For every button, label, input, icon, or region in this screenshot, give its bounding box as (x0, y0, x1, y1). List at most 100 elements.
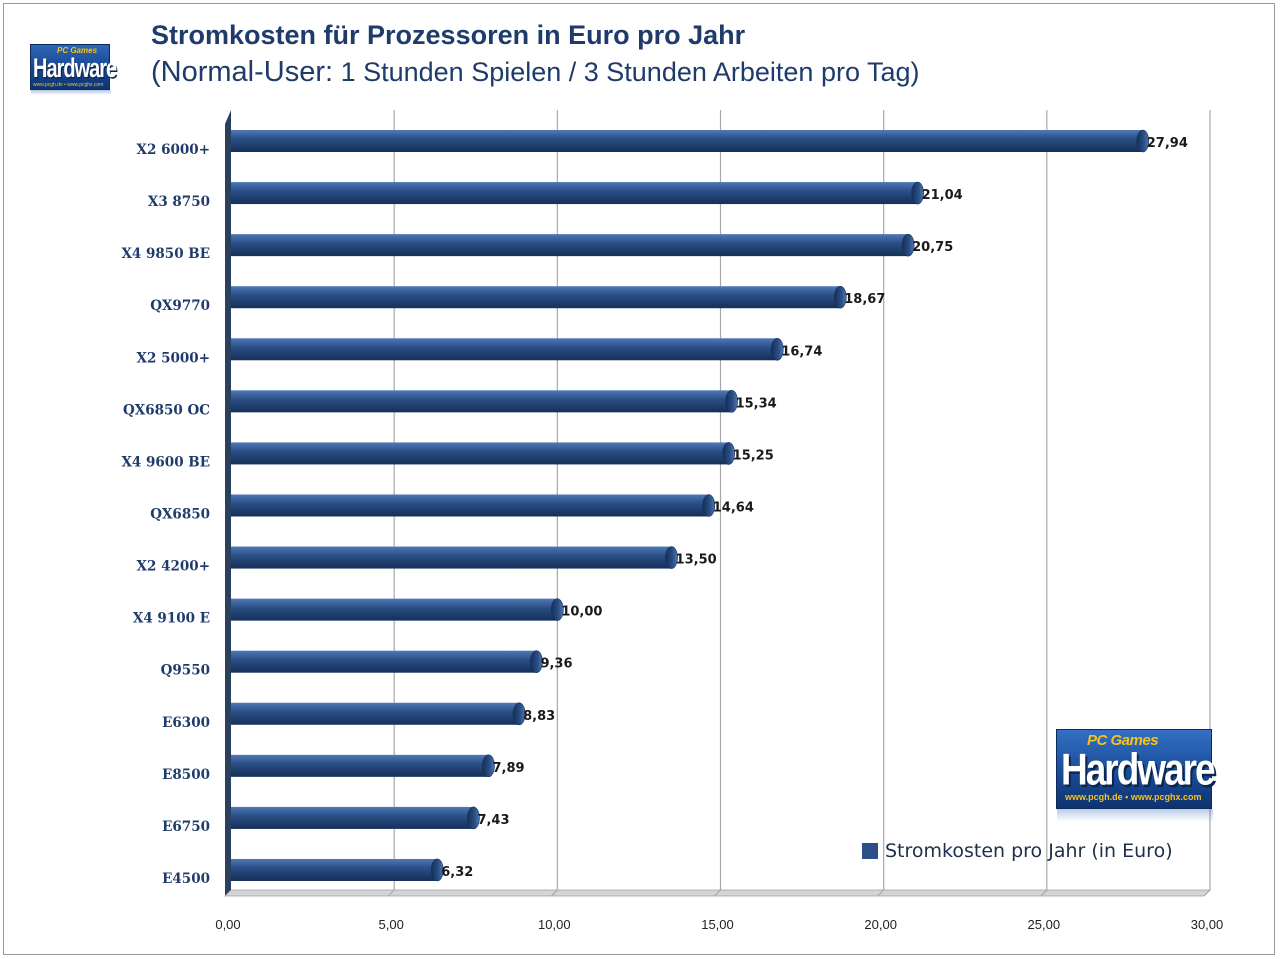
bar-group (231, 858, 444, 882)
gridline-floor (714, 889, 721, 897)
bar-group (231, 129, 1150, 153)
logo-brand-top: PC Games (57, 46, 98, 55)
bar (231, 702, 520, 725)
bar-end-cap (482, 754, 495, 778)
bar-end-cap (722, 442, 735, 465)
bar-end-cap (430, 858, 444, 882)
subtitle-user: Normal-User: (160, 56, 334, 88)
bar-value-label: 15,25 (733, 448, 774, 463)
bar-end-cap (665, 546, 678, 569)
bar-value-label: 21,04 (922, 188, 963, 203)
category-label: E6300 (162, 715, 210, 731)
bar (231, 442, 729, 465)
bar-end-cap (833, 285, 847, 309)
bar (231, 650, 537, 673)
category-label: X2 6000+ (137, 142, 210, 158)
bar (231, 754, 489, 777)
subtitle-open-paren: ( (151, 56, 161, 88)
bar-group (231, 650, 543, 674)
bar-group (231, 754, 495, 778)
bar (231, 598, 558, 621)
bar-group (231, 337, 784, 361)
pcgh-logo-large: PC Games Hardware www.pcgh.de • www.pcgh… (1056, 729, 1216, 822)
bar-value-label: 7,89 (492, 761, 524, 776)
chart-legend: Stromkosten pro Jahr (in Euro) (862, 840, 1173, 862)
category-label: X2 4200+ (137, 559, 210, 575)
bar-group (231, 181, 924, 205)
gridline-floor (877, 889, 885, 897)
bar-value-label: 13,50 (676, 553, 717, 568)
bar-group (231, 285, 847, 309)
x-tick-label: 15,00 (701, 917, 734, 932)
logo-brand-top: PC Games (1087, 732, 1159, 749)
bar (231, 858, 438, 881)
category-label: QX9770 (150, 298, 210, 314)
bar-end-cap (512, 702, 526, 726)
bar-value-label: 8,83 (523, 709, 555, 724)
category-label: X4 9850 BE (121, 246, 210, 262)
bar-value-label: 18,67 (844, 292, 885, 307)
legend-label: Stromkosten pro Jahr (in Euro) (885, 840, 1173, 862)
gridline-floor (1203, 889, 1211, 897)
bar-value-label: 15,34 (736, 396, 777, 411)
bar (231, 182, 918, 205)
bar-end-cap (725, 390, 738, 413)
category-label: X3 8750 (148, 194, 210, 210)
chart-subtitle: (Normal-User: 1 Stunden Spielen / 3 Stun… (151, 56, 920, 89)
chart-title: Stromkosten für Prozessoren in Euro pro … (151, 20, 746, 50)
bar-value-label: 6,32 (441, 865, 473, 880)
x-tick-label: 30,00 (1191, 917, 1224, 932)
x-tick-label: 25,00 (1028, 917, 1061, 932)
category-label: E8500 (162, 767, 210, 783)
logo-brand-main: Hardware (1061, 745, 1216, 795)
logo-url: www.pcgh.de • www.pcghx.com (33, 82, 104, 88)
gridline-floor (387, 889, 395, 897)
bar-end-cap (911, 181, 924, 205)
category-label: X4 9100 E (133, 611, 210, 627)
bar (231, 546, 672, 569)
bar-value-label: 27,94 (1147, 136, 1188, 151)
bar (231, 338, 778, 361)
x-tick-label: 10,00 (538, 917, 571, 932)
bar-value-label: 14,64 (713, 500, 754, 515)
bar-value-label: 10,00 (561, 605, 602, 620)
bar (231, 286, 841, 309)
bar-end-cap (530, 650, 543, 674)
pcgh-logo-small: PC Games Hardware www.pcgh.de • www.pcgh… (30, 44, 117, 95)
bar-group (231, 546, 678, 569)
bar-value-label: 9,36 (540, 657, 572, 672)
gridline-floor (550, 889, 558, 897)
bar-group (231, 442, 735, 465)
bar-value-label: 20,75 (912, 240, 953, 255)
logo-reflection (1057, 809, 1213, 822)
bar-group (231, 598, 564, 621)
bar (231, 806, 474, 829)
x-tick-label: 5,00 (379, 917, 404, 932)
gridline-floor (1040, 889, 1048, 897)
logo-url: www.pcgh.de • www.pcghx.com (1065, 792, 1202, 802)
logo-reflection (31, 90, 111, 95)
bar-end-cap (702, 494, 716, 517)
legend-swatch (862, 843, 878, 859)
bar-end-cap (1136, 129, 1150, 153)
x-tick-label: 20,00 (864, 917, 897, 932)
bar (231, 390, 732, 413)
bar (231, 494, 709, 517)
category-label: X2 5000+ (137, 350, 210, 366)
bar-end-cap (770, 337, 784, 361)
bar-group (231, 806, 480, 830)
category-label: QX6850 OC (123, 402, 210, 418)
bar-group (231, 390, 738, 413)
category-label: QX6850 (150, 506, 210, 522)
bar-end-cap (467, 806, 480, 830)
x-tick-label: 0,00 (215, 917, 240, 932)
bar-value-label: 16,74 (781, 344, 822, 359)
bar-value-label: 7,43 (477, 813, 509, 828)
bar (231, 234, 909, 257)
category-label: E6750 (162, 819, 210, 835)
bar-group (231, 702, 526, 726)
bar (231, 130, 1143, 152)
bar-group (231, 233, 915, 257)
subtitle-rest: 1 Stunden Spielen / 3 Stunden Arbeiten p… (333, 57, 920, 87)
